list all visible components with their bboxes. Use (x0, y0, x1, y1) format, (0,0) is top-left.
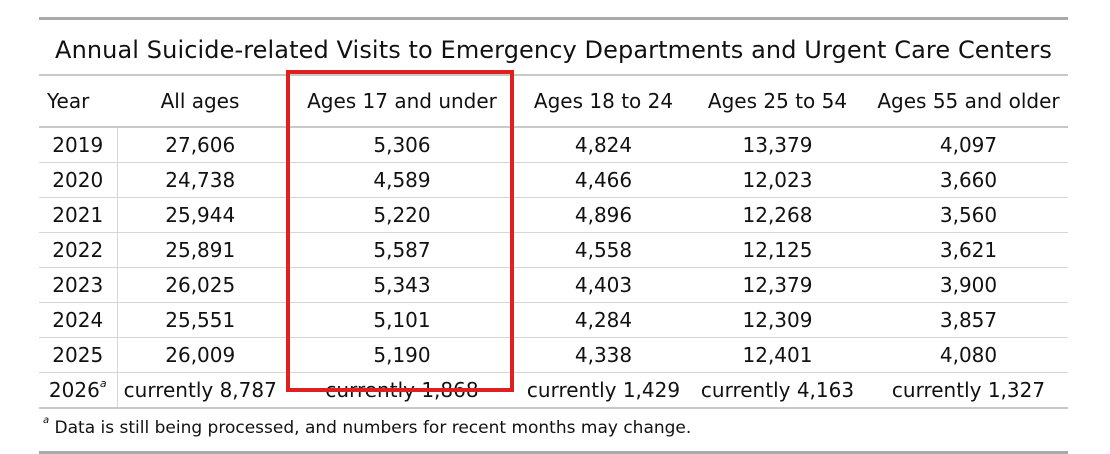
year-cell: 2025 (39, 337, 118, 373)
visits-table: Year All ages Ages 17 and under Ages 18 … (39, 74, 1068, 409)
year-value: 2022 (52, 238, 104, 262)
year-value: 2023 (52, 273, 104, 297)
year-value: 2020 (52, 168, 104, 192)
value-cell: 4,466 (521, 162, 686, 198)
value-cell: 25,944 (117, 197, 283, 233)
value-cell: 4,097 (869, 127, 1068, 163)
value-cell: 5,220 (283, 197, 521, 233)
value-cell: 12,309 (686, 302, 869, 338)
value-cell: 5,587 (283, 232, 521, 268)
year-cell: 2020 (39, 162, 118, 198)
value-cell: currently 1,429 (521, 372, 686, 409)
table-row: 2024 25,551 5,101 4,284 12,309 3,857 (39, 302, 1068, 338)
value-cell: 25,551 (117, 302, 283, 338)
value-cell: 26,025 (117, 267, 283, 303)
column-header-year: Year (47, 89, 90, 113)
year-cell: 2023 (39, 267, 118, 303)
value-cell: 26,009 (117, 337, 283, 373)
value-cell: 4,338 (521, 337, 686, 373)
value-cell: 5,190 (283, 337, 521, 373)
year-cell: 2021 (39, 197, 118, 233)
column-header-ages-55-and-older: Ages 55 and older (877, 89, 1060, 113)
value-cell: 3,560 (869, 197, 1068, 233)
column-header-ages-18-to-24: Ages 18 to 24 (533, 89, 674, 113)
table-row: 2026a currently 8,787 currently 1,868 curre… (39, 372, 1068, 409)
column-header-all-ages: All ages (160, 89, 240, 113)
value-cell: 4,824 (521, 127, 686, 163)
value-cell: 12,401 (686, 337, 869, 373)
table-row: 2022 25,891 5,587 4,558 12,125 3,621 (39, 232, 1068, 268)
value-cell: currently 1,868 (283, 372, 521, 409)
footnote: a Data is still being processed, and num… (39, 415, 1068, 438)
column-header-ages-25-to-54: Ages 25 to 54 (707, 89, 848, 113)
year-value: 2025 (52, 343, 104, 367)
table-row: 2019 27,606 5,306 4,824 13,379 4,097 (39, 127, 1068, 163)
table-title: Annual Suicide-related Visits to Emergen… (55, 36, 1052, 64)
year-value: 2026 (48, 378, 100, 402)
value-cell: 4,284 (521, 302, 686, 338)
year-cell: 2026a (39, 372, 118, 409)
table-row: 2020 24,738 4,589 4,466 12,023 3,660 (39, 162, 1068, 198)
value-cell: 3,857 (869, 302, 1068, 338)
footnote-mark: a (43, 415, 50, 427)
year-value: 2024 (52, 308, 104, 332)
footnote-mark: a (99, 377, 107, 391)
value-cell: 3,660 (869, 162, 1068, 198)
value-cell: 4,403 (521, 267, 686, 303)
value-cell: 12,379 (686, 267, 869, 303)
value-cell: 4,558 (521, 232, 686, 268)
value-cell: 4,896 (521, 197, 686, 233)
value-cell: 4,080 (869, 337, 1068, 373)
value-cell: currently 8,787 (117, 372, 283, 409)
table-row: 2023 26,025 5,343 4,403 12,379 3,900 (39, 267, 1068, 303)
value-cell: 13,379 (686, 127, 869, 163)
table-row: 2025 26,009 5,190 4,338 12,401 4,080 (39, 337, 1068, 373)
top-rule (39, 17, 1068, 20)
year-cell: 2024 (39, 302, 118, 338)
value-cell: 4,589 (283, 162, 521, 198)
value-cell: 24,738 (117, 162, 283, 198)
value-cell: 5,306 (283, 127, 521, 163)
value-cell: 5,101 (283, 302, 521, 338)
table-row: 2021 25,944 5,220 4,896 12,268 3,560 (39, 197, 1068, 233)
value-cell: 25,891 (117, 232, 283, 268)
data-table-figure: Annual Suicide-related Visits to Emergen… (39, 17, 1068, 454)
value-cell: currently 4,163 (686, 372, 869, 409)
column-header-ages-17-and-under: Ages 17 and under (307, 89, 497, 113)
year-value: 2021 (52, 203, 104, 227)
value-cell: 27,606 (117, 127, 283, 163)
year-cell: 2019 (39, 127, 118, 163)
value-cell: 12,268 (686, 197, 869, 233)
value-cell: currently 1,327 (869, 372, 1068, 409)
year-cell: 2022 (39, 232, 118, 268)
value-cell: 3,900 (869, 267, 1068, 303)
value-cell: 12,023 (686, 162, 869, 198)
value-cell: 12,125 (686, 232, 869, 268)
value-cell: 5,343 (283, 267, 521, 303)
value-cell: 3,621 (869, 232, 1068, 268)
footnote-text: Data is still being processed, and numbe… (49, 418, 692, 438)
year-value: 2019 (52, 133, 104, 157)
header-row: Year All ages Ages 17 and under Ages 18 … (39, 75, 1068, 127)
